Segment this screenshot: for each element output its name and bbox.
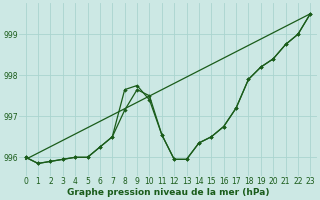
X-axis label: Graphe pression niveau de la mer (hPa): Graphe pression niveau de la mer (hPa) [67, 188, 269, 197]
